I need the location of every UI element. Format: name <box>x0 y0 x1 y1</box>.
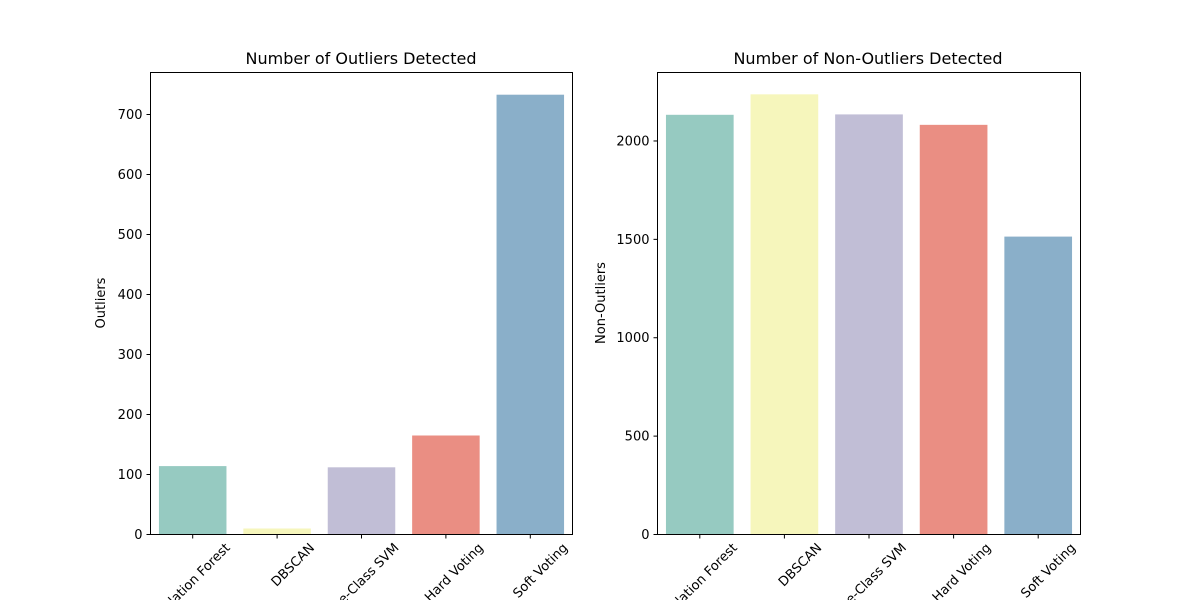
y-tick-label: 0 <box>134 528 142 543</box>
x-tick-label: DBSCAN <box>776 541 825 590</box>
plot-frame <box>150 72 573 535</box>
bar <box>750 94 819 535</box>
x-tick-label: Isolation Forest <box>153 541 234 600</box>
x-tick-label: Hard Voting <box>422 541 487 600</box>
bar <box>1004 236 1073 535</box>
outliers-chart: Number of Outliers Detected Outliers 0 10… <box>94 49 573 600</box>
bar <box>665 114 734 535</box>
bars <box>665 94 1073 535</box>
y-ticks: 0 500 1000 1500 2000 <box>616 134 658 543</box>
y-tick-label: 500 <box>625 430 650 445</box>
y-tick-label: 300 <box>118 348 143 363</box>
y-tick-label: 1000 <box>616 331 649 346</box>
x-ticks: Isolation Forest DBSCAN One-Class SVM Hard … <box>660 534 1079 600</box>
x-tick-label: DBSCAN <box>269 541 318 590</box>
y-tick-label: 200 <box>118 408 143 423</box>
x-tick-label: One-Class SVM <box>830 541 910 600</box>
x-tick-label: Hard Voting <box>930 541 995 600</box>
x-tick-label: Soft Voting <box>1018 541 1079 600</box>
chart-title: Number of Outliers Detected <box>246 49 477 68</box>
bar <box>496 94 565 535</box>
x-tick-label: Soft Voting <box>510 541 571 600</box>
y-tick-label: 100 <box>118 468 143 483</box>
y-tick-label: 0 <box>641 528 649 543</box>
bar <box>327 467 396 535</box>
x-tick-label: Isolation Forest <box>660 541 741 600</box>
bars <box>158 94 565 535</box>
bar <box>243 528 311 535</box>
y-tick-label: 2000 <box>616 134 649 149</box>
bar <box>158 466 227 535</box>
chart-title: Number of Non-Outliers Detected <box>733 49 1002 68</box>
bar <box>835 114 903 535</box>
y-tick-label: 700 <box>118 108 143 123</box>
y-axis-label: Non-Outliers <box>594 262 609 344</box>
non-outliers-chart: Number of Non-Outliers Detected Non-Outl… <box>594 49 1081 600</box>
y-axis-label: Outliers <box>94 277 109 328</box>
y-tick-label: 600 <box>118 168 143 183</box>
y-ticks: 0 100 200 300 400 500 600 700 <box>118 108 151 543</box>
plot-frame <box>657 72 1081 535</box>
bar <box>919 124 988 535</box>
y-tick-label: 1500 <box>616 233 649 248</box>
x-tick-label: One-Class SVM <box>323 541 403 600</box>
x-ticks: Isolation Forest DBSCAN One-Class SVM Hard … <box>153 534 571 600</box>
bar <box>412 435 480 535</box>
y-tick-label: 400 <box>118 288 143 303</box>
y-tick-label: 500 <box>118 228 143 243</box>
